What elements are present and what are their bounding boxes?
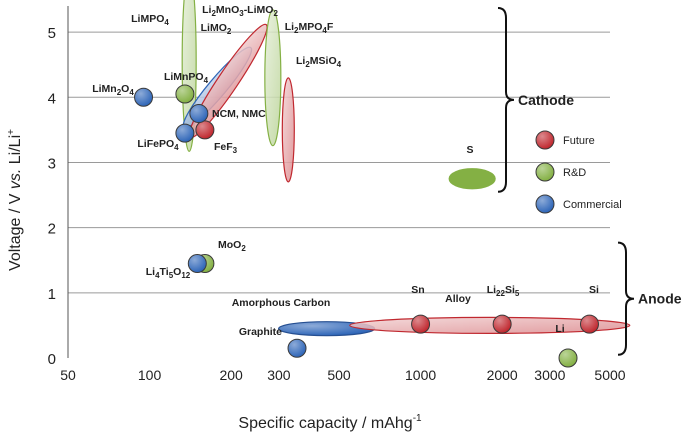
y-tick-label-5: 5	[48, 25, 56, 42]
group-label-anode: Anode	[638, 291, 682, 307]
region-s	[448, 168, 496, 190]
label-s: S	[466, 144, 473, 156]
bracket-cathode	[497, 7, 515, 193]
point-sn	[411, 314, 431, 334]
label-limn2o4: LiMn2O4	[92, 83, 134, 97]
y-tick-label-1: 1	[48, 286, 56, 303]
region-li2msio4	[281, 77, 295, 183]
label-si: Si	[589, 284, 599, 296]
x-tick-label-200: 200	[219, 367, 243, 383]
x-tick-label-1000: 1000	[405, 367, 436, 383]
label-graphite: Graphite	[239, 326, 282, 338]
x-tick-label-2000: 2000	[487, 367, 518, 383]
capacity-regions	[181, 0, 631, 337]
group-label-cathode: Cathode	[518, 92, 574, 108]
point-ncm-nmc	[189, 104, 209, 124]
x-tick-label-5000: 5000	[594, 367, 625, 383]
label-fef3: FeF3	[214, 141, 238, 155]
y-tick-label-2: 2	[48, 221, 56, 238]
legend: Future R&D Commercial	[535, 130, 622, 214]
point-limnpo4	[175, 84, 195, 104]
region-li2mpo4f	[264, 9, 282, 147]
y-tick-label-0: 0	[48, 351, 56, 368]
label-li22si5: Li22Si5	[487, 284, 520, 298]
data-points	[134, 84, 599, 368]
legend-label-future: Future	[563, 135, 595, 147]
point-li22si5	[492, 314, 512, 334]
x-tick-label-300: 300	[267, 367, 291, 383]
label-li2mpo4f: Li2MPO4F	[285, 21, 334, 35]
bracket-anode	[617, 241, 635, 356]
point-labels: FeF3 Sn Li22Si5 Si LiMnPO4 MoO2 Li LiMn2O4 LiFeP…	[92, 4, 599, 338]
legend-marker-commercial	[535, 194, 555, 214]
chart-axes: 0 1 2 3 4 5 50 100 200 300 500 1000 2000 3000 5000	[48, 6, 626, 383]
label-alloy: Alloy	[445, 293, 471, 305]
label-li2mno3-limo2: Li2MnO3-LiMO2	[202, 4, 278, 18]
x-axis-title: Specific capacity / mAhg-1	[238, 413, 422, 432]
legend-label-commercial: Commercial	[563, 199, 622, 211]
label-li: Li	[555, 323, 564, 335]
label-li2msio4: Li2MSiO4	[296, 55, 342, 69]
legend-label-r-d: R&D	[563, 167, 586, 179]
grid-lines	[68, 31, 610, 294]
label-sn: Sn	[411, 284, 424, 296]
point-fef3	[195, 120, 215, 140]
label-limpo4: LiMPO4	[131, 13, 169, 27]
label-li4ti5o12: Li4Ti5O12	[146, 266, 191, 280]
label-moo2: MoO2	[218, 239, 246, 253]
legend-marker-r-d	[535, 162, 555, 182]
label-limo2: LiMO2	[201, 22, 232, 36]
legend-marker-future	[535, 130, 555, 150]
point-li4ti5o12	[187, 253, 207, 273]
label-limnpo4: LiMnPO4	[164, 71, 209, 85]
x-tick-label-3000: 3000	[534, 367, 565, 383]
label-amorphous-carbon: Amorphous Carbon	[232, 297, 331, 309]
label-lifepo4: LiFePO4	[137, 138, 179, 152]
point-si	[579, 314, 599, 334]
point-li	[558, 348, 578, 368]
point-graphite	[287, 338, 307, 358]
x-tick-label-50: 50	[60, 367, 76, 383]
x-tick-label-500: 500	[327, 367, 351, 383]
y-tick-label-3: 3	[48, 155, 56, 172]
label-ncm-nmc: NCM, NMC	[212, 108, 266, 120]
y-tick-label-4: 4	[48, 90, 56, 107]
point-lifepo4	[175, 123, 195, 143]
x-tick-label-100: 100	[138, 367, 162, 383]
y-axis-title: Voltage / V vs. Li/Li+	[6, 129, 24, 271]
group-brackets: Cathode Anode	[497, 7, 682, 356]
point-limn2o4	[134, 87, 154, 107]
